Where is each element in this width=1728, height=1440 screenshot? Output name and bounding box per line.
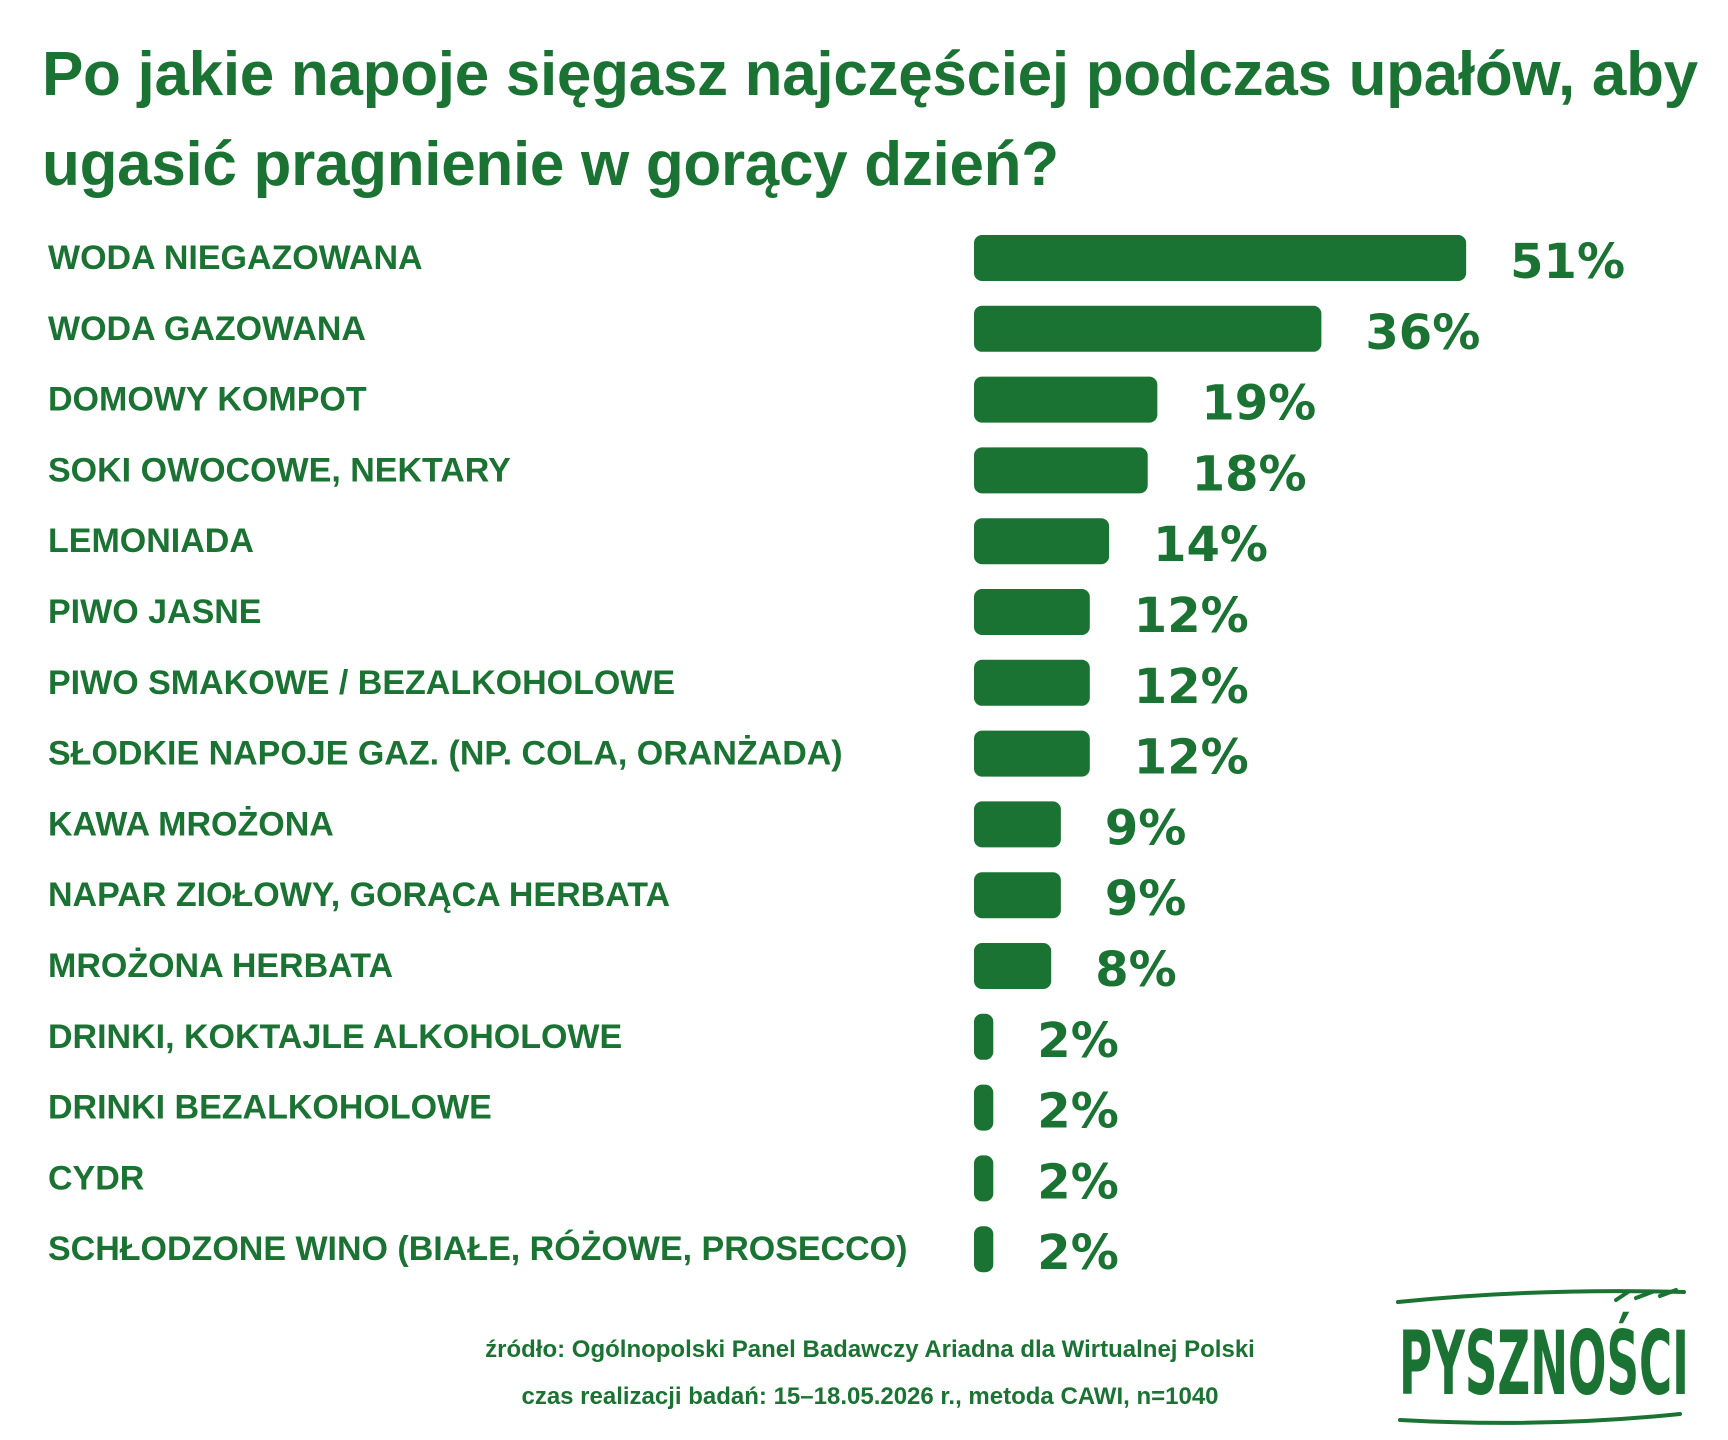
bar bbox=[974, 872, 1061, 919]
bar bbox=[974, 1084, 994, 1131]
category-label: WODA NIEGAZOWANA bbox=[48, 239, 423, 277]
bar bbox=[974, 943, 1052, 989]
value-label: 2% bbox=[1037, 1154, 1119, 1210]
category-label: SCHŁODZONE WINO (BIAŁE, RÓŻOWE, PROSECCO… bbox=[48, 1230, 907, 1268]
value-label: 36% bbox=[1365, 305, 1480, 361]
category-label: DRINKI BEZALKOHOLOWE bbox=[48, 1089, 492, 1127]
bar bbox=[974, 376, 1158, 423]
bar-chart: WODA NIEGAZOWANA 51% WODA GAZOWANA 36% DOMOW… bbox=[48, 234, 1625, 1281]
category-label: LEMONIADA bbox=[48, 522, 254, 560]
pysznosci-logo: PYSZNOŚCI bbox=[1396, 1288, 1689, 1425]
bar bbox=[974, 730, 1090, 777]
svg-text:PYSZNOŚCI: PYSZNOŚCI bbox=[1399, 1312, 1689, 1415]
value-label: 12% bbox=[1134, 659, 1249, 715]
category-label: PIWO JASNE bbox=[48, 593, 261, 631]
value-label: 18% bbox=[1192, 446, 1307, 502]
value-label: 8% bbox=[1095, 942, 1177, 998]
source-note: źródło: Ogólnopolski Panel Badawczy Aria… bbox=[485, 1336, 1255, 1363]
bar bbox=[974, 801, 1061, 848]
value-label: 2% bbox=[1037, 1013, 1119, 1069]
bar bbox=[974, 235, 1467, 281]
survey-meta-note: czas realizacji badań: 15–18.05.2026 r.,… bbox=[521, 1383, 1219, 1410]
bar bbox=[974, 518, 1110, 565]
category-label: DOMOWY KOMPOT bbox=[48, 381, 367, 419]
chart-title: Po jakie napoje sięgasz najczęściej podc… bbox=[42, 40, 1698, 199]
bar bbox=[974, 589, 1090, 635]
value-label: 9% bbox=[1105, 800, 1187, 856]
bar bbox=[974, 1013, 994, 1060]
category-label: MROŻONA HERBATA bbox=[48, 947, 393, 985]
value-label: 12% bbox=[1134, 730, 1249, 786]
value-label: 19% bbox=[1201, 376, 1316, 432]
category-label: SOKI OWOCOWE, NEKTARY bbox=[48, 451, 511, 489]
value-label: 14% bbox=[1153, 517, 1268, 573]
category-label: PIWO SMAKOWE / BEZALKOHOLOWE bbox=[48, 664, 675, 702]
bar bbox=[974, 1226, 994, 1273]
bar bbox=[974, 1155, 994, 1202]
category-label: CYDR bbox=[48, 1159, 144, 1197]
category-label: SŁODKIE NAPOJE GAZ. (NP. COLA, ORANŻADA) bbox=[48, 735, 843, 773]
value-label: 9% bbox=[1105, 871, 1187, 927]
category-label: WODA GAZOWANA bbox=[48, 310, 366, 348]
bar bbox=[974, 305, 1322, 352]
value-label: 51% bbox=[1510, 234, 1625, 290]
category-label: NAPAR ZIOŁOWY, GORĄCA HERBATA bbox=[48, 876, 670, 914]
value-label: 2% bbox=[1037, 1225, 1119, 1281]
bar bbox=[974, 447, 1148, 494]
value-label: 2% bbox=[1037, 1084, 1119, 1140]
category-label: KAWA MROŻONA bbox=[48, 805, 334, 843]
bar bbox=[974, 659, 1090, 706]
value-label: 12% bbox=[1134, 588, 1249, 644]
category-label: DRINKI, KOKTAJLE ALKOHOLOWE bbox=[48, 1018, 622, 1056]
